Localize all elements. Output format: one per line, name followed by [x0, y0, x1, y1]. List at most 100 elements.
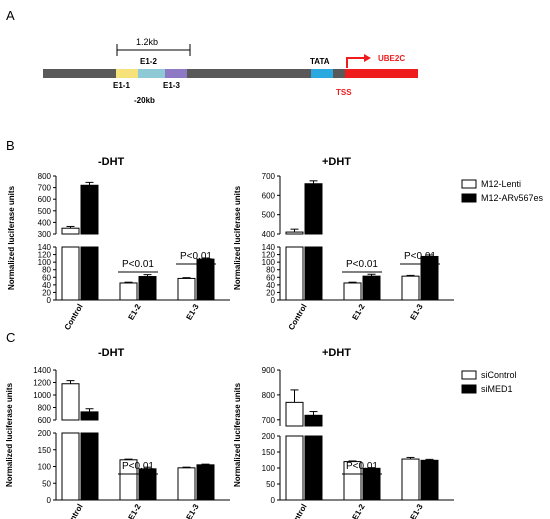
bar: [285, 401, 304, 427]
y-tick-label: 80: [42, 266, 51, 275]
bar: [196, 464, 215, 501]
p-value-label: P<0.01: [122, 461, 154, 472]
y-tick-label: 400: [38, 218, 52, 227]
bar: [119, 282, 138, 301]
bar-lower-segment: [285, 435, 304, 501]
y-tick-label: 140: [262, 243, 276, 252]
y-tick-label: 900: [262, 366, 276, 375]
y-tick-label: 400: [262, 230, 276, 239]
enhancer-label-e1-3: E1-3: [163, 81, 180, 90]
scale-label: 1.2kb: [136, 37, 158, 47]
tss-arrow-icon: [346, 57, 367, 68]
y-tick-label: 300: [38, 230, 52, 239]
enhancer-e1-1: [116, 69, 138, 78]
legend-swatch: [461, 370, 477, 380]
y-tick-label: 140: [38, 243, 52, 252]
p-value-label: P<0.01: [404, 251, 436, 262]
enhancer-label-e1-2: E1-2: [140, 57, 157, 66]
bar-lower-segment: [61, 246, 80, 301]
y-tick-label: 1000: [33, 391, 51, 400]
y-axis-label: Normalized luciferase units: [5, 382, 14, 487]
enhancer-label-e1-1: E1-1: [113, 81, 130, 90]
promoter-region: [43, 69, 345, 78]
chart-title: +DHT: [322, 156, 351, 168]
bar: [177, 277, 196, 301]
chart-title: -DHT: [98, 156, 125, 168]
bar-lower-segment: [304, 435, 323, 501]
chart-title: +DHT: [322, 347, 351, 359]
bar: [362, 467, 381, 501]
y-tick-label: 100: [38, 258, 52, 267]
bar: [285, 231, 304, 235]
bar: [401, 275, 420, 301]
p-value-label: P<0.01: [180, 251, 212, 262]
y-tick-label: 20: [42, 288, 51, 297]
y-tick-label: 1400: [33, 366, 51, 375]
x-tick-label: E1-2: [126, 302, 143, 322]
bar: [196, 258, 215, 301]
y-tick-label: 60: [42, 273, 51, 282]
bar: [61, 383, 80, 421]
y-tick-label: 800: [38, 172, 52, 181]
y-axis-label: Normalized luciferase units: [233, 185, 242, 290]
chart-c-minus-dht: -DHT Normalized luciferase units 600 800 100…: [5, 347, 230, 519]
tss-arrowhead-icon: [364, 54, 371, 62]
y-tick-label: 600: [38, 195, 52, 204]
p-value-label: P<0.01: [122, 259, 154, 270]
y-tick-label: 600: [38, 416, 52, 425]
y-tick-label: 100: [262, 258, 276, 267]
y-tick-label: 600: [262, 191, 276, 200]
y-tick-label: 100: [38, 463, 52, 472]
legend-c: siControl siMED1: [461, 370, 517, 394]
y-tick-label: 800: [38, 404, 52, 413]
legend-swatch: [461, 384, 477, 394]
x-tick-label: E1-3: [184, 502, 201, 519]
legend-swatch: [461, 179, 477, 189]
bar: [138, 276, 157, 301]
y-tick-label: 0: [47, 496, 52, 505]
y-tick-label: 0: [47, 296, 52, 305]
panel-label-c: C: [6, 330, 15, 345]
legend-label: siControl: [481, 370, 517, 380]
bar: [61, 227, 80, 235]
bar: [80, 184, 99, 235]
legend-label: M12-ARv567es: [481, 193, 544, 203]
bar: [362, 275, 381, 301]
p-value-label: P<0.01: [346, 259, 378, 270]
panel-label-a: A: [6, 8, 15, 23]
bar: [304, 414, 323, 427]
y-tick-label: 0: [271, 496, 276, 505]
x-tick-label: E1-3: [184, 302, 201, 322]
y-tick-label: 200: [38, 429, 52, 438]
bar: [304, 183, 323, 235]
legend-swatch: [461, 193, 477, 203]
bar-lower-segment: [80, 432, 99, 501]
x-tick-label: E1-2: [350, 302, 367, 322]
bar-lower-segment: [285, 246, 304, 301]
y-tick-label: 80: [266, 266, 275, 275]
bar: [177, 467, 196, 501]
legend-label: siMED1: [481, 384, 513, 394]
ube2c-gene: [345, 69, 418, 78]
y-tick-label: 60: [266, 273, 275, 282]
tata-label: TATA: [310, 57, 330, 66]
y-tick-label: 50: [266, 480, 275, 489]
enhancer-e1-3: [165, 69, 187, 78]
x-tick-label: E1-2: [350, 502, 367, 519]
bar-lower-segment: [61, 432, 80, 501]
chart-title: -DHT: [98, 347, 125, 359]
enhancer-e1-2: [138, 69, 165, 78]
legend-label: M12-Lenti: [481, 179, 521, 189]
x-tick-label: Control: [287, 503, 309, 519]
panel-label-b: B: [6, 138, 15, 153]
tata-box: [311, 69, 333, 78]
y-tick-label: 40: [42, 281, 51, 290]
y-tick-label: 150: [38, 446, 52, 455]
chart-c-plus-dht: +DHT Normalized luciferase units 700 800 900…: [233, 347, 454, 519]
y-tick-label: 500: [38, 207, 52, 216]
x-tick-label: E1-2: [126, 502, 143, 519]
y-tick-label: 700: [262, 416, 276, 425]
